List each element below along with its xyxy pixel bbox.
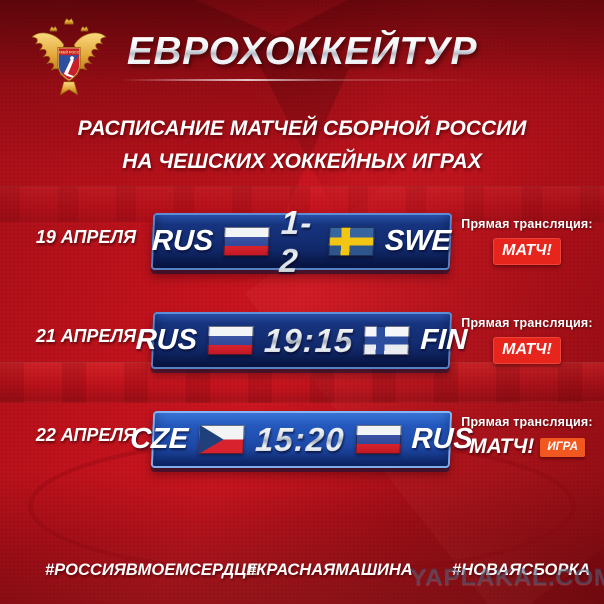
match-row: 19 АПРЕЛЯ RUS 1-2 SWE Прямая трансляция:… — [0, 204, 604, 280]
russia-flag-icon — [223, 227, 270, 256]
date-label: 21 АПРЕЛЯ — [35, 326, 137, 346]
match-row: 22 АПРЕЛЯ CZE 15:20 RUS Прямая трансляци… — [0, 403, 604, 478]
match-time: 19:15 — [263, 321, 355, 359]
hashtag-red-machine: #КРАСНАЯМАШИНА — [247, 561, 413, 579]
broadcast-block: Прямая трансляция: МАТЧ! — [452, 316, 602, 364]
subtitle-line-1: РАСПИСАНИЕ МАТЧЕЙ СБОРНОЙ РОССИИ — [77, 117, 527, 140]
sweden-flag-icon — [328, 227, 375, 256]
hashtag-new-team: #НОВАЯСБОРКА — [452, 561, 591, 579]
channel-row: МАТЧ! ИГРА — [452, 435, 602, 459]
igra-badge: ИГРА — [540, 437, 585, 457]
finland-flag-icon — [363, 326, 411, 355]
subtitle-line-2: НА ЧЕШСКИХ ХОККЕЙНЫХ ИГРАХ — [122, 149, 482, 173]
czech-flag-icon — [198, 425, 245, 454]
title-flare — [120, 79, 484, 81]
broadcast-block: Прямая трансляция: МАТЧ! ИГРА — [452, 415, 602, 459]
match-row: 21 АПРЕЛЯ RUS 19:15 FIN Прямая трансляци… — [0, 304, 604, 379]
subtitle: РАСПИСАНИЕ МАТЧЕЙ СБОРНОЙ РОССИИ НА ЧЕШС… — [0, 113, 604, 178]
hashtag-russia-in-my-heart: #РОССИЯВМОЕМСЕРДЦЕ — [45, 561, 258, 579]
match-time: 15:20 — [254, 420, 346, 458]
match-tv-logo: МАТЧ! — [493, 238, 561, 265]
home-team-code: RUS — [151, 225, 214, 257]
broadcast-block: Прямая трансляция: МАТЧ! — [452, 217, 602, 265]
watermark: YAPLAKAL.COM — [410, 564, 604, 590]
match-panel: RUS 19:15 FIN — [135, 312, 468, 369]
match-panel: CZE 15:20 RUS — [130, 411, 474, 468]
broadcast-label: Прямая трансляция: — [461, 217, 593, 231]
home-team-code: RUS — [135, 324, 198, 356]
page-title: ЕВРОХОККЕЙТУР — [0, 30, 604, 74]
broadcast-label: Прямая трансляция: — [461, 415, 593, 429]
russia-flag-icon — [354, 425, 402, 454]
match-score: 1-2 — [279, 204, 320, 280]
date-label: 19 АПРЕЛЯ — [35, 227, 137, 247]
russia-flag-icon — [207, 326, 254, 355]
hockey-russia-federation-logo-icon: ХОККЕЙ РОССИИ — [31, 18, 107, 96]
match-tv-logo: МАТЧ! — [469, 435, 535, 458]
away-team-code: SWE — [384, 225, 452, 257]
match-panel: RUS 1-2 SWE — [150, 204, 453, 279]
match-tv-logo: МАТЧ! — [493, 337, 561, 364]
date-label: 22 АПРЕЛЯ — [35, 425, 137, 445]
home-team-code: CZE — [129, 423, 189, 455]
logo-banner-text: ХОККЕЙ РОССИИ — [53, 50, 85, 54]
broadcast-label: Прямая трансляция: — [461, 316, 593, 330]
